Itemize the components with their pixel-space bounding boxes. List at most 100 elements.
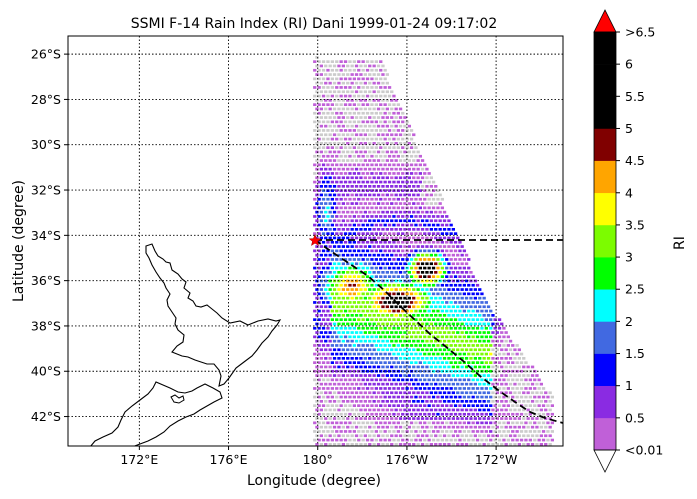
swath-pixel (352, 129, 356, 132)
swath-pixel (458, 249, 462, 253)
swath-pixel (339, 223, 343, 227)
swath-pixel (387, 86, 392, 89)
swath-pixel (330, 172, 334, 175)
swath-pixel (535, 443, 539, 446)
swath-pixel (392, 172, 396, 175)
swath-pixel (326, 94, 330, 98)
swath-pixel (418, 378, 422, 382)
swath-pixel (361, 301, 365, 304)
swath-pixel (497, 352, 502, 356)
swath-pixel (385, 99, 389, 102)
swath-pixel (335, 292, 339, 296)
swath-pixel (376, 228, 381, 231)
swath-pixel (326, 335, 330, 339)
swath-pixel (348, 387, 352, 390)
swath-pixel (381, 322, 385, 326)
swath-pixel (370, 146, 374, 149)
swath-pixel (412, 150, 416, 154)
swath-pixel (374, 240, 378, 244)
swath-pixel (348, 154, 352, 158)
swath-pixel (313, 137, 317, 141)
swath-pixel (313, 129, 317, 132)
swath-pixel (480, 378, 484, 382)
swath-pixel (427, 361, 431, 364)
swath-pixel (473, 305, 477, 309)
swath-pixel (475, 283, 480, 287)
swath-pixel (390, 279, 394, 283)
swath-pixel (491, 365, 495, 369)
swath-pixel (427, 438, 431, 442)
swath-pixel (359, 305, 363, 309)
swath-pixel (363, 443, 367, 446)
swath-pixel (354, 176, 359, 180)
swath-pixel (502, 361, 506, 364)
swath-pixel (414, 249, 418, 253)
swath-pixel (370, 154, 374, 158)
swath-pixel (407, 202, 411, 205)
swath-pixel (313, 103, 317, 106)
swath-pixel (376, 81, 381, 85)
swath-pixel (379, 318, 383, 321)
swath-pixel (381, 425, 385, 429)
swath-pixel (403, 296, 407, 300)
swath-pixel (412, 374, 416, 377)
lat-tick-label: 26°S (31, 47, 61, 62)
swath-pixel (409, 301, 414, 304)
swath-pixel (436, 404, 440, 407)
swath-pixel (361, 223, 365, 227)
swath-pixel (502, 326, 506, 330)
swath-pixel (467, 258, 471, 261)
swath-pixel (418, 292, 422, 296)
swath-pixel (497, 378, 502, 382)
swath-pixel (376, 245, 381, 248)
swath-pixel (442, 391, 447, 395)
swath-pixel (418, 197, 422, 201)
swath-pixel (482, 434, 486, 438)
swath-pixel (379, 111, 383, 115)
swath-pixel (348, 103, 352, 106)
swath-pixel (328, 193, 332, 197)
swath-pixel (363, 133, 367, 137)
swath-pixel (392, 412, 396, 416)
swath-pixel (372, 193, 376, 197)
swath-pixel (464, 288, 469, 291)
swath-pixel (326, 361, 330, 364)
swath-pixel (425, 193, 429, 197)
swath-pixel (420, 210, 425, 214)
swath-pixel (330, 189, 334, 192)
swath-pixel (414, 395, 418, 399)
swath-pixel (332, 142, 337, 145)
swath-pixel (348, 137, 352, 141)
swath-pixel (339, 275, 343, 278)
swath-pixel (330, 318, 334, 321)
swath-pixel (368, 365, 372, 369)
swath-pixel (420, 305, 425, 309)
swath-pixel (350, 210, 354, 214)
swath-pixel (447, 288, 451, 291)
swath-pixel (341, 107, 345, 111)
swath-pixel (383, 421, 387, 425)
swath-pixel (354, 417, 359, 420)
colorbar-segment (594, 353, 616, 386)
swath-pixel (416, 193, 420, 197)
swath-pixel (352, 137, 356, 141)
swath-pixel (427, 180, 431, 184)
swath-pixel (387, 344, 392, 347)
swath-pixel (372, 219, 376, 223)
swath-pixel (379, 352, 383, 356)
swath-pixel (453, 309, 458, 313)
swath-pixel (401, 283, 405, 287)
swath-pixel (370, 395, 374, 399)
swath-pixel (458, 387, 462, 390)
swath-pixel (317, 60, 321, 63)
swath-pixel (357, 404, 361, 407)
swath-pixel (341, 331, 345, 334)
swath-pixel (368, 408, 372, 412)
swath-pixel (420, 322, 425, 326)
swath-pixel (396, 258, 400, 261)
swath-pixel (471, 412, 475, 416)
swath-pixel (526, 374, 530, 377)
swath-pixel (420, 185, 425, 188)
swath-pixel (359, 253, 363, 257)
swath-pixel (409, 232, 414, 235)
